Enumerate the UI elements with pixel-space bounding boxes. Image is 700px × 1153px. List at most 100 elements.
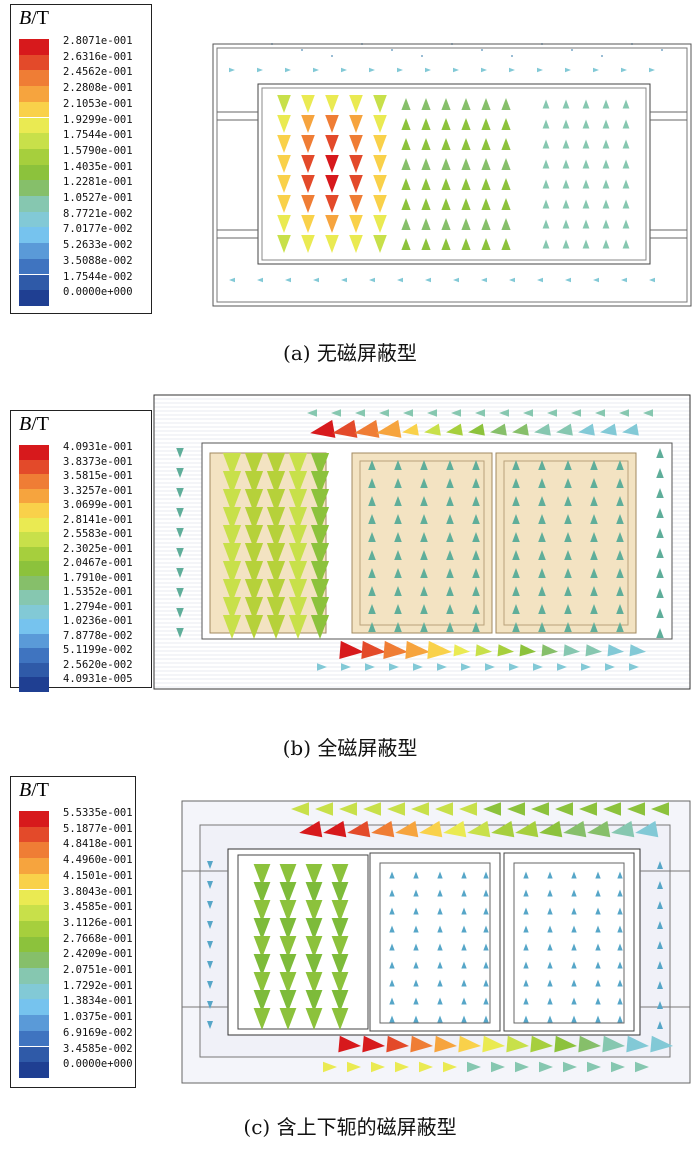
field-arrow <box>590 532 598 542</box>
field-arrow <box>244 561 264 585</box>
field-arrow <box>331 990 349 1012</box>
field-arrow <box>386 1035 409 1053</box>
field-arrow <box>244 471 264 495</box>
legend-swatch <box>19 873 49 890</box>
field-arrow <box>483 979 489 987</box>
field-arrow <box>305 1008 323 1030</box>
legend-swatch <box>19 532 49 547</box>
legend-color-row <box>19 532 49 547</box>
field-arrow <box>595 1015 601 1023</box>
field-arrow <box>325 195 339 213</box>
field-arrow <box>590 460 598 470</box>
field-arrow <box>602 159 610 169</box>
field-arrow <box>481 67 487 73</box>
field-arrow <box>657 901 663 909</box>
field-arrow <box>310 543 330 567</box>
field-arrow <box>410 1035 433 1053</box>
field-dot <box>601 55 603 57</box>
field-arrow <box>176 568 184 578</box>
field-arrow <box>483 802 501 816</box>
field-arrow <box>539 820 563 838</box>
field-arrow <box>562 239 570 249</box>
field-arrow <box>497 644 514 657</box>
field-arrow <box>481 218 491 230</box>
field-arrow <box>515 1061 529 1073</box>
field-arrow <box>266 453 286 477</box>
field-arrow <box>617 1015 623 1023</box>
legend-swatch <box>19 546 49 561</box>
field-arrow <box>349 215 363 233</box>
field-arrow <box>562 159 570 169</box>
field-arrow <box>244 615 264 639</box>
field-arrow <box>523 925 529 933</box>
legend-color-row <box>19 196 49 212</box>
legend-value: 4.8418e-001 <box>63 838 133 851</box>
field-arrow <box>301 115 315 133</box>
legend-color-row <box>19 39 49 55</box>
field-arrow <box>461 979 467 987</box>
field-arrow <box>538 514 546 524</box>
field-arrow <box>389 997 395 1005</box>
field-arrow <box>402 423 419 436</box>
field-arrow <box>491 1061 505 1073</box>
field-arrow <box>394 514 402 524</box>
field-arrow <box>277 195 291 213</box>
field-arrow <box>453 67 459 73</box>
field-arrow <box>310 471 330 495</box>
field-arrow <box>501 158 511 170</box>
field-arrow <box>461 138 471 150</box>
legend-color-row <box>19 474 49 489</box>
field-arrow <box>305 900 323 922</box>
field-arrow <box>481 178 491 190</box>
field-arrow <box>656 508 664 518</box>
field-arrow <box>279 936 297 958</box>
legend-color-row <box>19 488 49 503</box>
field-arrow <box>538 586 546 596</box>
field-arrow <box>266 597 286 621</box>
field-arrow <box>176 448 184 458</box>
field-arrow <box>602 99 610 109</box>
field-arrow <box>446 460 454 470</box>
field-arrow <box>288 489 308 513</box>
field-arrow <box>349 155 363 173</box>
field-arrow <box>368 460 376 470</box>
field-arrow <box>593 277 599 283</box>
field-arrow <box>331 954 349 976</box>
field-arrow <box>446 586 454 596</box>
legend-value: 0.0000e+000 <box>63 1058 133 1071</box>
field-arrow <box>587 1061 601 1073</box>
legend-value: 2.0751e-001 <box>63 964 133 976</box>
field-arrow <box>277 95 291 113</box>
field-arrow <box>395 1061 409 1073</box>
field-arrow <box>501 178 511 190</box>
legend-color-row <box>19 133 49 149</box>
field-arrow <box>257 277 263 283</box>
field-arrow <box>253 864 271 886</box>
legend-color-row <box>19 243 49 259</box>
legend-swatch <box>19 39 49 55</box>
field-arrow <box>562 139 570 149</box>
field-arrow <box>582 119 590 129</box>
legend-swatch <box>19 561 49 576</box>
field-arrow <box>229 277 235 283</box>
field-arrow <box>556 423 573 436</box>
field-arrow <box>446 622 454 632</box>
field-arrow <box>401 238 411 250</box>
field-arrow <box>616 604 624 614</box>
legend-swatch <box>19 180 49 196</box>
outline-rect <box>261 87 647 261</box>
field-arrow <box>310 507 330 531</box>
field-arrow <box>389 663 399 671</box>
field-arrow <box>244 525 264 549</box>
field-arrow <box>222 579 242 603</box>
field-arrow <box>403 409 413 417</box>
legend-color-row <box>19 227 49 244</box>
legend-color-row <box>19 1015 49 1031</box>
legend-title-c: B/T <box>19 779 49 801</box>
field-arrow <box>590 496 598 506</box>
field-arrow <box>253 972 271 994</box>
field-arrow <box>413 871 419 879</box>
field-arrow <box>602 119 610 129</box>
field-arrow <box>338 1035 361 1053</box>
field-arrow <box>222 597 242 621</box>
